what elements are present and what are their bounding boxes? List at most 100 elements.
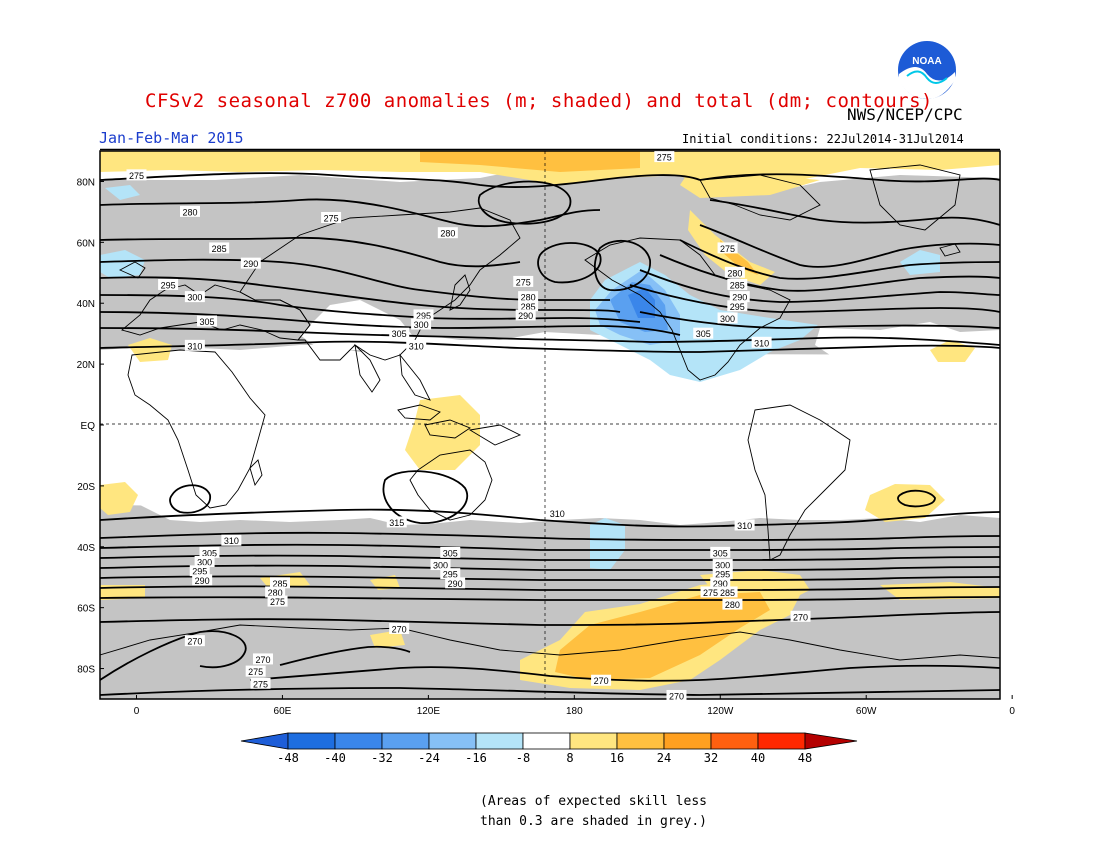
colorbar-swatch	[287, 732, 336, 750]
colorbar-label: -48	[277, 751, 299, 765]
contour-label: 285	[521, 302, 536, 312]
contour-value-labels: 2752802852902953003053102752802752802852…	[126, 151, 811, 701]
contour-label: 275	[324, 213, 339, 223]
lon-label: 0	[1009, 706, 1015, 717]
colorbar-left-arrow	[240, 732, 289, 750]
contour-label-bg	[710, 577, 731, 589]
colorbar-label: 32	[704, 751, 718, 765]
contour-label: 285	[720, 588, 735, 598]
contour-label-bg	[440, 546, 461, 558]
contour-label: 275	[657, 153, 672, 163]
contour-label: 270	[594, 676, 609, 686]
lat-label: 20N	[77, 360, 95, 371]
contour-label: 295	[443, 570, 458, 580]
colorbar-swatch	[569, 732, 618, 750]
contour-label: 305	[443, 548, 458, 558]
lon-label: 120E	[417, 706, 441, 717]
contour-label: 270	[392, 624, 407, 634]
lon-label: 120W	[707, 706, 734, 717]
colorbar-swatch	[757, 732, 806, 750]
contour-label: 275	[516, 277, 531, 287]
contour-label: 270	[669, 691, 684, 701]
contour-label: 315	[389, 518, 404, 528]
coastlines	[100, 164, 1000, 661]
contour-label-bg	[751, 336, 772, 348]
contour-label: 290	[195, 576, 210, 586]
contour-label-bg	[267, 595, 288, 607]
lat-label: 20S	[77, 482, 95, 493]
contour-label-bg	[518, 291, 539, 303]
contour-label: 275	[253, 679, 268, 689]
contour-label: 280	[182, 207, 197, 217]
contour-label-bg	[209, 242, 230, 254]
contour-label-bg	[547, 507, 568, 519]
contour-label-bg	[252, 653, 273, 665]
contour-label-bg	[184, 339, 205, 351]
contour-label: 280	[725, 600, 740, 610]
lat-label: 60S	[77, 604, 95, 615]
contour-label-bg	[411, 318, 432, 330]
colorbar-swatch	[616, 732, 665, 750]
contour-label-bg	[717, 586, 738, 598]
contour-label-bg	[591, 674, 612, 686]
colorbar-label: -8	[516, 751, 530, 765]
colorbar-label: -40	[324, 751, 346, 765]
skill-note: (Areas of expected skill less than 0.3 a…	[480, 792, 707, 832]
lat-label: 80S	[77, 665, 95, 676]
contour-label: 300	[197, 558, 212, 568]
contour-label-bg	[270, 577, 290, 589]
contour-label-bg	[189, 565, 210, 577]
contour-label-bg	[445, 577, 466, 589]
contour-label-bg	[722, 598, 743, 610]
contour-label: 290	[518, 311, 533, 321]
contour-label: 295	[192, 567, 207, 577]
colorbar-swatch	[381, 732, 430, 750]
contour-label-bg	[712, 559, 733, 571]
contour-label-bg	[666, 689, 687, 701]
contour-label: 285	[212, 244, 227, 254]
colorbar-right-arrow	[804, 732, 858, 750]
contour-label-bg	[240, 257, 261, 269]
contour-label: 295	[715, 570, 730, 580]
lat-lon-grid	[100, 151, 1000, 699]
contour-label: 305	[392, 329, 407, 339]
lat-label: 40S	[77, 543, 95, 554]
contour-label-bg	[389, 622, 410, 634]
contour-label: 305	[696, 329, 711, 339]
contour-label: 280	[727, 268, 742, 278]
contour-label-bg	[245, 665, 266, 677]
contour-label-bg	[518, 300, 539, 312]
contour-label: 310	[224, 536, 239, 546]
contour-label-bg	[180, 205, 200, 217]
chart-title: CFSv2 seasonal z700 anomalies (m; shaded…	[145, 90, 933, 112]
colorbar-swatch	[522, 732, 571, 750]
contour-label-bg	[727, 300, 748, 312]
colorbar: -48 -40 -32 -24 -16 -8 8 16 24 32 40 48	[240, 732, 858, 765]
contour-label: 305	[713, 548, 728, 558]
colorbar-label: -32	[371, 751, 393, 765]
contour-label: 285	[272, 579, 287, 589]
colorbar-label: 48	[798, 751, 812, 765]
contour-label-bg	[717, 312, 738, 324]
contour-label-bg	[321, 211, 342, 223]
contour-label: 300	[715, 561, 730, 571]
colorbar-label: 16	[610, 751, 624, 765]
contour-label-bg	[734, 519, 755, 531]
contour-label: 310	[409, 341, 424, 351]
contour-label: 295	[416, 311, 431, 321]
colorbar-swatch	[475, 732, 524, 750]
lat-label: EQ	[81, 421, 96, 432]
colorbar-label: 24	[657, 751, 671, 765]
contour-label-bg	[790, 610, 811, 622]
contour-label: 300	[414, 320, 429, 330]
contour-label: 270	[187, 637, 202, 647]
contour-label-bg	[654, 151, 675, 163]
contour-label: 280	[521, 293, 536, 303]
contour-label: 305	[200, 317, 215, 327]
noaa-logo: NOAA	[898, 41, 956, 100]
colorbar-label: -16	[465, 751, 487, 765]
contour-label: 275	[129, 171, 144, 181]
contour-label-bg	[158, 278, 179, 290]
contour-label-bg	[199, 546, 220, 558]
contour-label: 300	[720, 314, 735, 324]
